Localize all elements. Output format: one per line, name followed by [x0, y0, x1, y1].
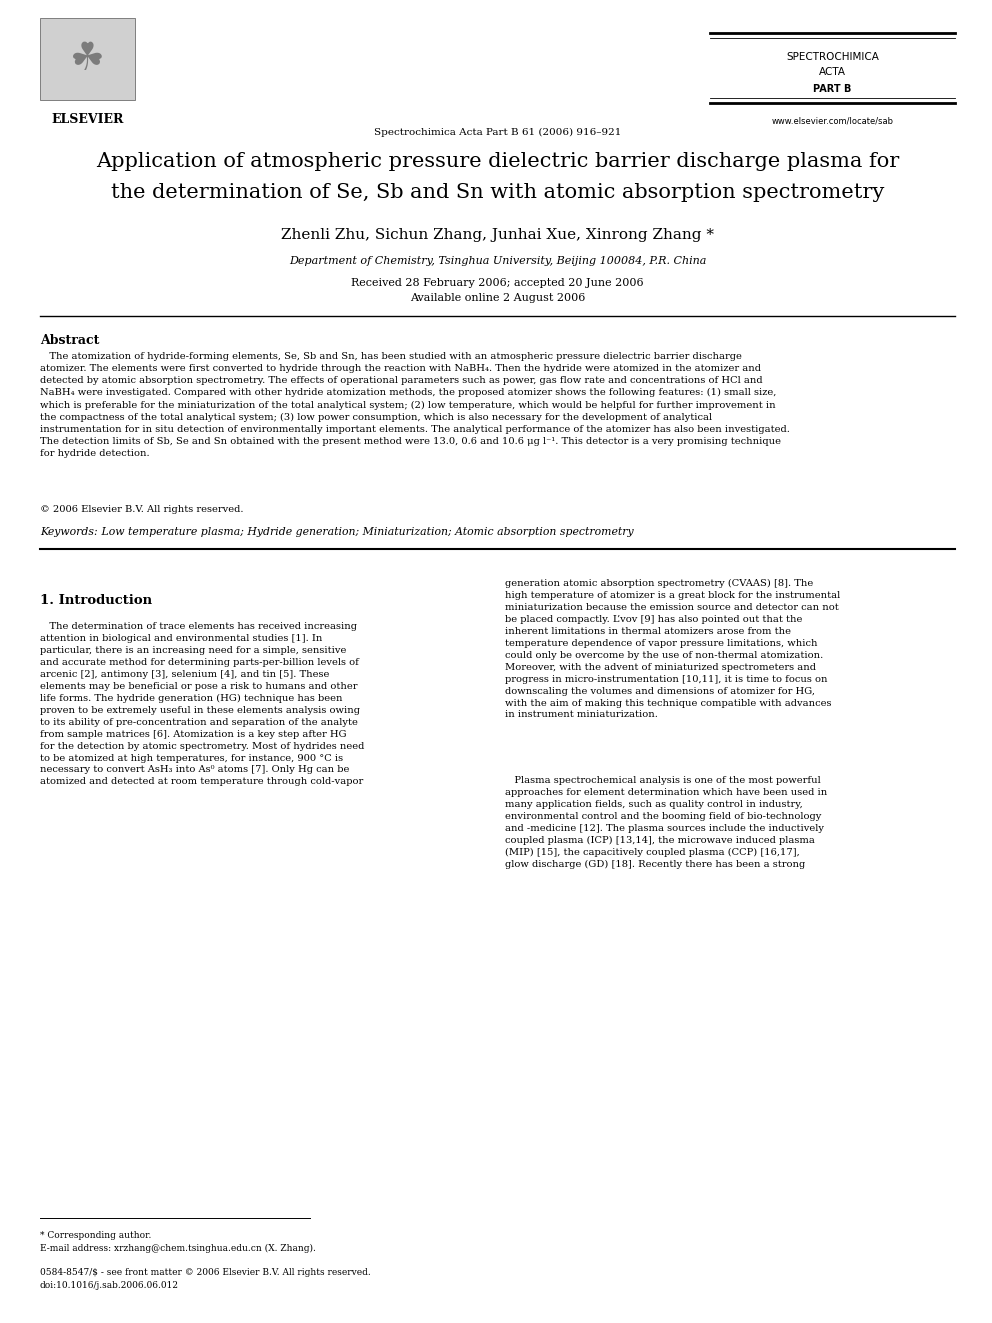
Text: www.elsevier.com/locate/sab: www.elsevier.com/locate/sab: [772, 116, 894, 124]
Text: PART B: PART B: [813, 83, 852, 94]
Text: 0584-8547/$ - see front matter © 2006 Elsevier B.V. All rights reserved.: 0584-8547/$ - see front matter © 2006 El…: [40, 1267, 371, 1277]
Text: 1. Introduction: 1. Introduction: [40, 594, 152, 607]
Text: Plasma spectrochemical analysis is one of the most powerful
approaches for eleme: Plasma spectrochemical analysis is one o…: [505, 777, 827, 869]
Text: © 2006 Elsevier B.V. All rights reserved.: © 2006 Elsevier B.V. All rights reserved…: [40, 505, 243, 515]
Text: ACTA: ACTA: [819, 67, 846, 77]
Text: generation atomic absorption spectrometry (CVAAS) [8]. The
high temperature of a: generation atomic absorption spectrometr…: [505, 579, 840, 720]
Text: ELSEVIER: ELSEVIER: [52, 112, 124, 126]
Text: Spectrochimica Acta Part B 61 (2006) 916–921: Spectrochimica Acta Part B 61 (2006) 916…: [374, 128, 621, 138]
Text: Application of atmospheric pressure dielectric barrier discharge plasma for: Application of atmospheric pressure diel…: [96, 152, 899, 171]
Text: ☘: ☘: [70, 40, 105, 78]
Text: the determination of Se, Sb and Sn with atomic absorption spectrometry: the determination of Se, Sb and Sn with …: [111, 183, 884, 202]
Text: Low temperature plasma; Hydride generation; Miniaturization; Atomic absorption s: Low temperature plasma; Hydride generati…: [98, 527, 634, 537]
Bar: [40, 19, 135, 101]
Text: Abstract: Abstract: [40, 333, 99, 347]
Text: Received 28 February 2006; accepted 20 June 2006: Received 28 February 2006; accepted 20 J…: [351, 278, 644, 288]
Text: * Corresponding author.: * Corresponding author.: [40, 1230, 152, 1240]
Text: SPECTROCHIMICA: SPECTROCHIMICA: [786, 52, 879, 62]
Text: Department of Chemistry, Tsinghua University, Beijing 100084, P.R. China: Department of Chemistry, Tsinghua Univer…: [289, 255, 706, 266]
Text: doi:10.1016/j.sab.2006.06.012: doi:10.1016/j.sab.2006.06.012: [40, 1281, 179, 1290]
Text: Zhenli Zhu, Sichun Zhang, Junhai Xue, Xinrong Zhang *: Zhenli Zhu, Sichun Zhang, Junhai Xue, Xi…: [281, 228, 714, 242]
Text: E-mail address: xrzhang@chem.tsinghua.edu.cn (X. Zhang).: E-mail address: xrzhang@chem.tsinghua.ed…: [40, 1244, 315, 1253]
Text: Available online 2 August 2006: Available online 2 August 2006: [410, 292, 585, 303]
Text: The determination of trace elements has received increasing
attention in biologi: The determination of trace elements has …: [40, 622, 364, 786]
Text: Keywords:: Keywords:: [40, 527, 97, 537]
Text: The atomization of hydride-forming elements, Se, Sb and Sn, has been studied wit: The atomization of hydride-forming eleme…: [40, 352, 790, 458]
